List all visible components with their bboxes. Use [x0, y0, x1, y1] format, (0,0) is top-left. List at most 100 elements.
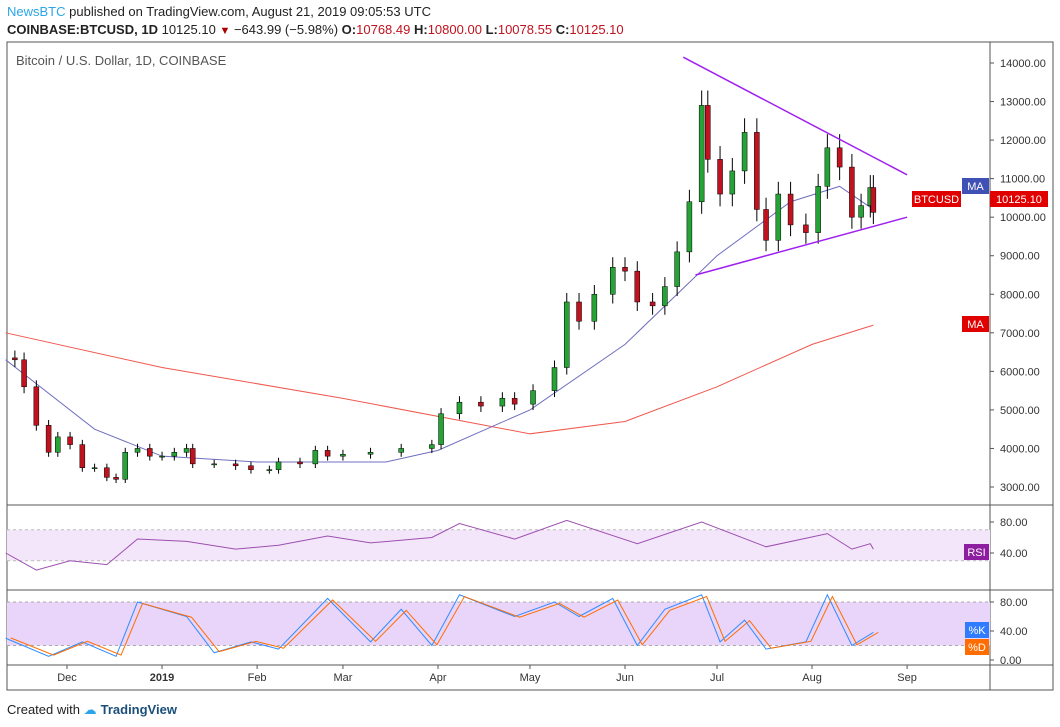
rsi-tick-label: 80.00: [1000, 517, 1028, 529]
candle: [232, 463, 239, 467]
candle: [705, 105, 711, 160]
candle: [248, 465, 254, 470]
ma200-line: [5, 324, 874, 435]
high-value: 10800.00: [427, 22, 482, 37]
candle: [576, 301, 582, 322]
brand-link[interactable]: NewsBTC: [7, 4, 66, 19]
ma50-label-bg: [962, 178, 989, 194]
candle: [211, 463, 217, 466]
candle: [91, 467, 98, 469]
rsi-tick-label: 40.00: [1000, 548, 1028, 560]
x-tick-label: May: [520, 672, 541, 684]
stoch-tick-label: 40.00: [1000, 626, 1028, 638]
trendline: [695, 216, 908, 276]
x-tick-label: 2019: [150, 672, 174, 684]
candle: [674, 251, 680, 287]
candle: [870, 187, 877, 213]
candle: [104, 467, 110, 478]
y-tick-label: 7000.00: [1000, 328, 1040, 340]
candle: [729, 170, 736, 195]
candle: [499, 398, 506, 407]
y-tick-label: 8000.00: [1000, 289, 1040, 301]
candle: [815, 186, 821, 233]
stoch-band: [7, 602, 990, 646]
x-tick-label: Feb: [248, 672, 267, 684]
published-text: published on TradingView.com, August 21,…: [69, 4, 431, 19]
y-tick-label: 10000.00: [1000, 212, 1046, 224]
x-tick-label: Mar: [333, 672, 352, 684]
stoch-d-label-bg: [965, 639, 989, 655]
y-tick-label: 3000.00: [1000, 482, 1040, 494]
candle: [45, 425, 52, 453]
ma200-label-bg: [962, 316, 989, 332]
candle: [312, 450, 319, 465]
x-tick-label: Jun: [616, 672, 634, 684]
candle: [564, 301, 570, 368]
y-tick-label: 9000.00: [1000, 251, 1040, 263]
high-label: H:: [413, 22, 428, 37]
close-label: C:: [555, 22, 570, 37]
y-tick-label: 13000.00: [1000, 97, 1046, 109]
ma50-label: MA: [967, 181, 984, 193]
stoch-d-label: %D: [968, 642, 986, 654]
candle: [686, 201, 693, 253]
candle: [183, 448, 190, 453]
candle: [21, 359, 27, 388]
low-value: 10078.55: [497, 22, 553, 37]
candle: [398, 448, 404, 453]
x-tick-label: Dec: [57, 672, 77, 684]
btcusd-price-label: 10125.10: [996, 194, 1042, 206]
candle: [717, 159, 723, 195]
candle: [622, 267, 628, 272]
y-tick-label: 11000.00: [1000, 174, 1045, 186]
candle: [275, 461, 282, 470]
price-change: −643.99 (−5.98%): [233, 22, 339, 37]
candle: [649, 301, 656, 307]
candle: [634, 270, 641, 303]
candle: [113, 477, 119, 480]
candle: [67, 436, 73, 445]
candle: [741, 132, 748, 172]
last-price: 10125.10: [161, 22, 216, 37]
candle: [551, 367, 558, 391]
tradingview-logo-icon: ☁: [83, 702, 97, 717]
btcusd-label-bg: [912, 191, 961, 207]
x-tick-label: Jul: [710, 672, 724, 684]
symbol-info: COINBASE:BTCUSD, 1D 10125.10 ▼ −643.99 (…: [7, 22, 624, 37]
created-with: Created with: [7, 702, 80, 717]
tradingview-link[interactable]: TradingView: [100, 702, 177, 717]
y-tick-label: 5000.00: [1000, 405, 1040, 417]
x-tick-label: Apr: [429, 672, 446, 684]
close-value: 10125.10: [569, 22, 624, 37]
candle: [367, 452, 374, 455]
candle: [787, 193, 794, 226]
symbol: COINBASE:BTCUSD, 1D: [7, 22, 158, 37]
y-tick-label: 14000.00: [1000, 58, 1046, 70]
chart-title: Bitcoin / U.S. Dollar, 1D, COINBASE: [16, 53, 227, 68]
rsi-label-bg: [964, 544, 989, 560]
chart-frame: [6, 41, 1054, 691]
low-label: L:: [485, 22, 498, 37]
candle: [609, 267, 616, 295]
candle: [591, 294, 598, 322]
y-tick-label: 4000.00: [1000, 443, 1040, 455]
candle: [858, 205, 864, 218]
candle: [511, 398, 518, 405]
candle: [824, 147, 831, 187]
candle: [849, 166, 855, 218]
candle: [438, 413, 444, 445]
stoch-tick-label: 80.00: [1000, 597, 1028, 609]
candle: [55, 436, 61, 453]
footer: Created with ☁ TradingView: [7, 702, 177, 718]
candle: [189, 448, 196, 465]
candle: [79, 444, 86, 468]
candle: [763, 209, 769, 241]
trendline: [682, 56, 908, 176]
open-label: O:: [341, 22, 357, 37]
candle: [122, 452, 129, 480]
candle: [340, 453, 346, 457]
btcusd-price-label-bg: [990, 191, 1048, 207]
candle: [456, 401, 463, 415]
candle: [297, 461, 303, 465]
